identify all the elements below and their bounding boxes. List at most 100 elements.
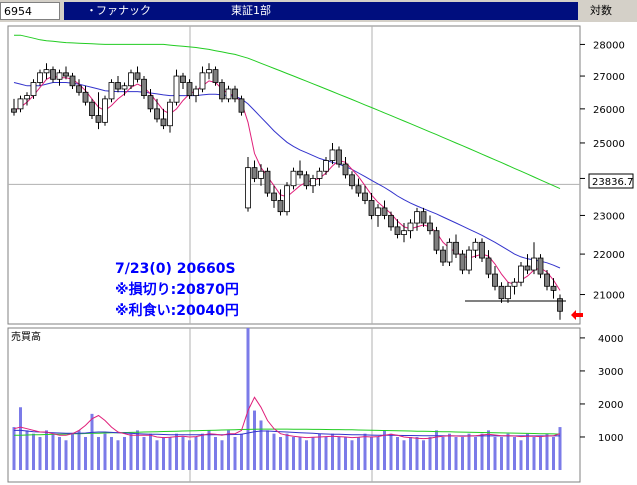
volume-panel-title: 売買高 — [11, 330, 41, 343]
volume-bar — [97, 436, 100, 470]
left-arrow-icon — [571, 310, 583, 320]
candle-body — [219, 82, 225, 100]
candle-body — [264, 170, 271, 194]
candle-body — [485, 257, 492, 275]
volume-bar — [123, 436, 126, 470]
candle-body — [24, 95, 30, 100]
volume-bar — [435, 430, 438, 470]
candle-body — [407, 222, 414, 232]
candle-body — [297, 170, 303, 176]
candle-body — [180, 75, 186, 83]
candle-body — [212, 69, 219, 83]
candle-body — [524, 265, 531, 271]
volume-bar — [110, 436, 113, 470]
volume-bar — [181, 436, 185, 470]
volume-bar — [467, 433, 471, 470]
candle-body — [69, 75, 76, 87]
candle-body — [134, 72, 141, 80]
candle-body — [472, 241, 479, 251]
bullet-icon: ・ — [86, 4, 97, 17]
price-tick-label: 23000 — [593, 211, 625, 222]
price-tick-label: 26000 — [593, 105, 625, 116]
candle-body — [108, 82, 115, 100]
signal-annotation: 7/23(0) 20660S — [115, 261, 236, 277]
candle-body — [459, 253, 466, 271]
candle-body — [375, 207, 381, 216]
volume-bar — [409, 436, 412, 470]
volume-bar — [58, 436, 61, 470]
volume-bar — [461, 436, 464, 470]
volume-bar — [357, 436, 360, 470]
price-tick-label: 27000 — [593, 72, 625, 83]
candle-body — [232, 88, 238, 100]
volume-tick-label: 1000 — [598, 433, 623, 444]
candle-body — [245, 167, 251, 209]
volume-bar — [396, 436, 399, 470]
candle-body — [95, 115, 102, 123]
candle-body — [466, 249, 472, 271]
stock-name: ファナック — [96, 4, 151, 17]
volume-bar — [552, 436, 555, 470]
ma-mid-line — [13, 82, 561, 269]
volume-bar — [129, 433, 133, 470]
candle-body — [63, 72, 69, 77]
volume-bar — [344, 436, 347, 470]
volume-bar — [279, 436, 282, 470]
volume-bar — [272, 433, 276, 470]
candle-body — [193, 88, 199, 96]
stock-code-field[interactable]: 6954 — [0, 2, 60, 20]
candle-body — [251, 167, 258, 179]
volume-bar — [311, 436, 315, 470]
volume-tick-label: 2000 — [598, 400, 623, 411]
volume-bars — [12, 328, 562, 470]
candle-body — [225, 88, 232, 100]
stock-name-bar: ・ ファナック 東証1部 — [64, 2, 578, 20]
candle-body — [394, 226, 401, 235]
volume-bar — [77, 430, 81, 470]
ma-long-line — [14, 34, 561, 190]
volume-bar — [64, 440, 68, 470]
volume-bar — [318, 433, 321, 470]
volume-bar — [389, 433, 393, 470]
volume-bar — [220, 440, 224, 470]
candle-body — [505, 285, 511, 300]
candle-body — [492, 273, 498, 287]
candle-body — [141, 78, 147, 96]
volume-bar — [363, 433, 367, 470]
candle-body — [446, 241, 453, 263]
candle-body — [427, 222, 433, 232]
candle-body — [290, 170, 297, 187]
volume-bar — [415, 436, 419, 470]
candle-body — [11, 108, 17, 113]
candle-body — [50, 69, 56, 80]
stop-loss-annotation: ※損切り:20870円 — [115, 281, 239, 298]
current-price-label: 23836.7 — [592, 177, 633, 188]
volume-bar — [500, 436, 503, 470]
price-tick-label: 22000 — [593, 250, 625, 261]
volume-bar — [350, 440, 354, 470]
volume-bar — [71, 433, 74, 470]
volume-axis-labels: 4000 3000 2000 1000 — [580, 334, 623, 444]
candle-body — [537, 257, 544, 275]
candle-body — [388, 215, 394, 228]
volume-bar — [51, 433, 55, 470]
candle-body — [433, 230, 440, 251]
candle-body — [544, 273, 550, 287]
log-scale-button[interactable]: 対数 — [582, 2, 637, 20]
volume-bar — [480, 433, 484, 470]
candle-body — [310, 178, 316, 187]
volume-bar — [155, 440, 159, 470]
volume-bar — [201, 433, 204, 470]
candle-body — [186, 82, 193, 96]
candle-body — [381, 207, 388, 216]
volume-bar — [194, 436, 198, 470]
candle-body — [518, 265, 524, 283]
volume-bar — [32, 433, 35, 470]
volume-bar — [84, 436, 87, 470]
candle-body — [316, 170, 323, 179]
volume-bar — [175, 433, 178, 470]
candle-body — [342, 163, 349, 176]
volume-bar — [259, 420, 263, 470]
volume-bar — [526, 433, 529, 470]
current-price-box — [588, 173, 634, 189]
